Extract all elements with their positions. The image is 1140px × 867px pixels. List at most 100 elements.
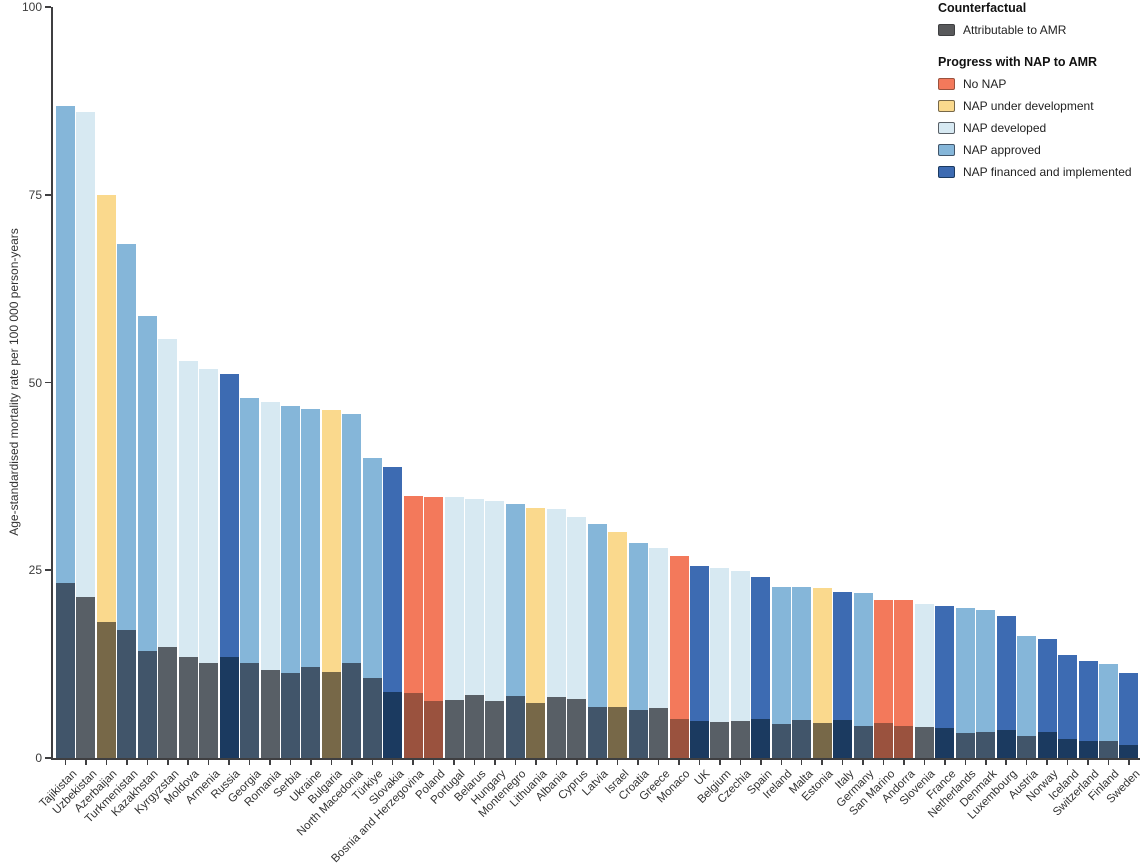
bar-slovenia [914, 604, 934, 758]
bar-monaco [669, 555, 689, 758]
x-tick-bosnia-and-herzegovina [412, 760, 414, 765]
y-tick-75 [45, 193, 51, 196]
bar-attributable-monaco [669, 718, 689, 758]
y-tick-label-50: 50 [28, 375, 42, 390]
x-tick-kyrgyzstan [167, 760, 169, 765]
y-tick-label-100: 100 [21, 0, 42, 14]
bar-bosnia-and-herzegovina [403, 495, 423, 758]
x-tick-netherlands [964, 760, 967, 765]
bar-poland [424, 496, 444, 758]
bar-attributable-azerbaijan [96, 622, 116, 758]
bar-attributable-germany [853, 726, 873, 758]
attributable-swatch-icon [938, 24, 955, 36]
bar-attributable-austria [1017, 736, 1037, 758]
bar-attributable-croatia [628, 709, 648, 758]
x-tick-turkmenistan [126, 760, 128, 765]
x-tick-austria [1025, 760, 1028, 765]
bar-albania [546, 508, 566, 758]
bar-bulgaria [321, 410, 341, 758]
bars-area [56, 7, 1140, 758]
bar-cyprus [567, 516, 587, 758]
x-tick-uk [698, 760, 701, 765]
bar-turkmenistan [117, 244, 137, 758]
bar-attributable-slovakia [383, 691, 403, 758]
bar-azerbaijan [96, 194, 116, 758]
x-tick-north-macedonia [351, 760, 353, 765]
x-tick-latvia [596, 760, 598, 765]
bar-attributable-russia [219, 657, 239, 758]
x-tick-ukraine [310, 760, 312, 765]
x-tick-uzbekistan [85, 760, 87, 765]
bar-t-rkiye [362, 458, 382, 758]
legend-item-developed: NAP developed [938, 117, 1140, 139]
bar-attributable-italy [833, 719, 853, 758]
legend-item-label: NAP under development [963, 99, 1094, 113]
x-tick-georgia [248, 760, 251, 765]
no-nap-swatch-icon [938, 78, 955, 90]
x-tick-andorra [903, 760, 905, 765]
x-tick-armenia [207, 760, 210, 765]
x-tick-kazakhstan [146, 760, 149, 765]
y-tick-25 [45, 569, 51, 572]
x-tick-malta [800, 760, 803, 765]
y-tick-100 [45, 6, 51, 8]
bar-belarus [465, 498, 484, 758]
bar-ukraine [301, 408, 321, 758]
x-tick-moldova [187, 760, 189, 765]
bar-serbia [280, 405, 300, 758]
legend-item-attributable: Attributable to AMR [938, 19, 1140, 41]
bar-attributable-slovenia [914, 727, 934, 758]
x-tick-greece [657, 760, 660, 765]
legend-counterfactual-title: Counterfactual [938, 1, 1027, 15]
bar-attributable-tajikistan [56, 583, 75, 758]
bar-switzerland [1078, 661, 1098, 758]
bar-attributable-portugal [444, 700, 464, 758]
bar-attributable-iceland [1058, 739, 1078, 758]
under-development-swatch-icon [938, 100, 955, 112]
y-axis-spine [51, 7, 53, 758]
bar-attributable-belgium [710, 721, 730, 758]
x-tick-spain [760, 760, 762, 765]
bar-attributable-andorra [894, 725, 914, 758]
bar-attributable-uk [689, 721, 709, 758]
y-tick-label-25: 25 [28, 563, 42, 578]
x-tick-denmark [985, 760, 987, 765]
legend-item-label: NAP approved [963, 143, 1041, 157]
developed-swatch-icon [938, 122, 955, 134]
x-tick-hungary [494, 760, 496, 765]
bar-attributable-hungary [485, 700, 505, 758]
approved-swatch-icon [938, 144, 955, 156]
x-tick-monaco [678, 760, 680, 765]
bar-attributable-uzbekistan [76, 597, 96, 758]
x-tick-romania [269, 760, 271, 765]
x-tick-bulgaria [330, 760, 333, 765]
x-tick-portugal [453, 760, 455, 765]
bar-luxembourg [996, 616, 1016, 758]
bar-attributable-finland [1098, 741, 1118, 758]
legend-gap [938, 41, 1140, 55]
bar-attributable-czechia [730, 721, 750, 758]
bar-attributable-malta [792, 719, 812, 758]
legend-nap-title: Progress with NAP to AMR [938, 55, 1098, 69]
x-tick-luxembourg [1005, 760, 1007, 765]
bar-attributable-moldova [178, 657, 198, 758]
bar-austria [1017, 636, 1037, 758]
x-tick-czechia [739, 760, 742, 765]
x-tick-france [944, 760, 946, 765]
bar-montenegro [505, 504, 525, 758]
x-tick-iceland [1066, 760, 1069, 765]
x-tick-switzerland [1087, 760, 1089, 765]
bar-attributable-georgia [240, 663, 260, 758]
bar-north-macedonia [342, 414, 362, 758]
bar-attributable-netherlands [955, 733, 975, 758]
bar-attributable-israel [608, 706, 628, 758]
bar-ireland [771, 586, 791, 758]
x-tick-azerbaijan [105, 760, 108, 765]
legend-nap-items: No NAP NAP under development NAP developed… [938, 73, 1140, 183]
x-tick-poland [432, 760, 435, 765]
bar-romania [260, 402, 280, 758]
legend-item-label: NAP financed and implemented [963, 165, 1132, 179]
bar-attributable-norway [1037, 731, 1057, 758]
bar-czechia [730, 571, 750, 758]
x-tick-belgium [719, 760, 721, 765]
